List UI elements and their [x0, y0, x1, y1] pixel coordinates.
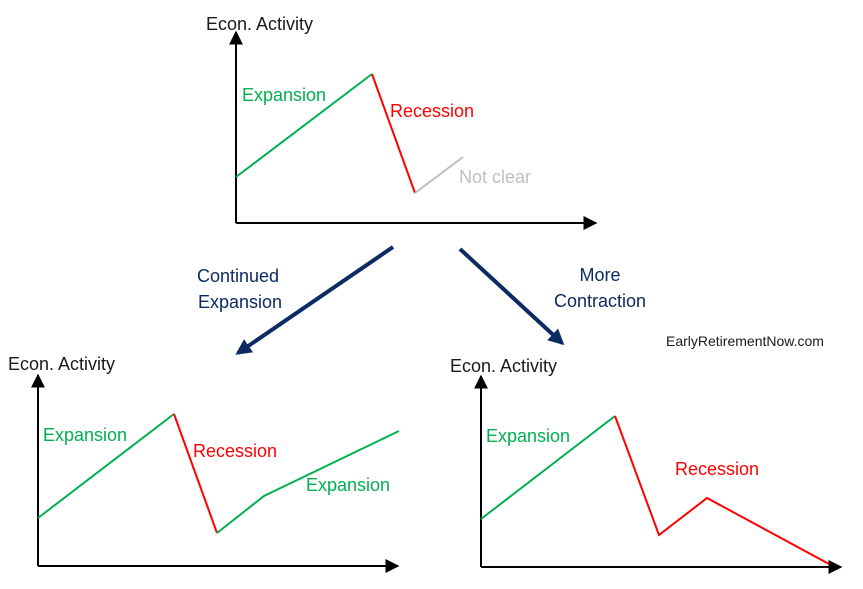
continued-expansion-label-line-2: Expansion	[198, 292, 282, 312]
bottom-left-expansion-line	[37, 413, 175, 519]
bottom-right-expansion-line	[480, 415, 616, 520]
bottom-right-recession-label: Recession	[675, 459, 759, 479]
more-contraction-label-line-1: More	[579, 265, 620, 285]
more-contraction-label: More	[579, 265, 620, 285]
top-unclear-line	[414, 156, 464, 194]
continued-expansion-label-line-1: Continued	[197, 266, 279, 286]
more-contraction-arrow	[458, 247, 565, 346]
bottom-left-recession-label: Recession	[193, 441, 277, 461]
top-recession-line	[371, 73, 416, 194]
bottom-right-y-axis-label: Econ. Activity	[450, 356, 557, 376]
bottom-left-expansion-label: Expansion	[43, 425, 127, 445]
top-expansion-line	[235, 73, 373, 178]
top-expansion-label: Expansion	[242, 85, 326, 105]
transition-arrows: Continued Expansion More Contraction	[197, 245, 646, 355]
continued-expansion-label-2: Expansion	[198, 292, 282, 312]
bottom-left-recovery-line	[216, 430, 400, 534]
more-contraction-label-2: Contraction	[554, 291, 646, 311]
bottom-left-y-axis-label: Econ. Activity	[8, 354, 115, 374]
top-recession-label: Recession	[390, 101, 474, 121]
top-panel: Econ. Activity Expansion Recession Not c…	[206, 14, 598, 230]
continued-expansion-arrow	[235, 245, 395, 355]
more-contraction-label-line-2: Contraction	[554, 291, 646, 311]
bottom-left-recession-line	[173, 413, 218, 534]
bottom-left-expansion-label-2: Expansion	[306, 475, 390, 495]
bottom-right-recession-line	[614, 415, 830, 565]
bottom-left-panel: Econ. Activity Expansion Recession Expan…	[8, 354, 400, 573]
top-unclear-label: Not clear	[459, 167, 531, 187]
bottom-right-panel: Econ. Activity Expansion Recession	[450, 356, 843, 574]
watermark: EarlyRetirementNow.com	[666, 333, 824, 349]
top-y-axis-label: Econ. Activity	[206, 14, 313, 34]
bottom-right-expansion-label: Expansion	[486, 426, 570, 446]
continued-expansion-label: Continued	[197, 266, 279, 286]
